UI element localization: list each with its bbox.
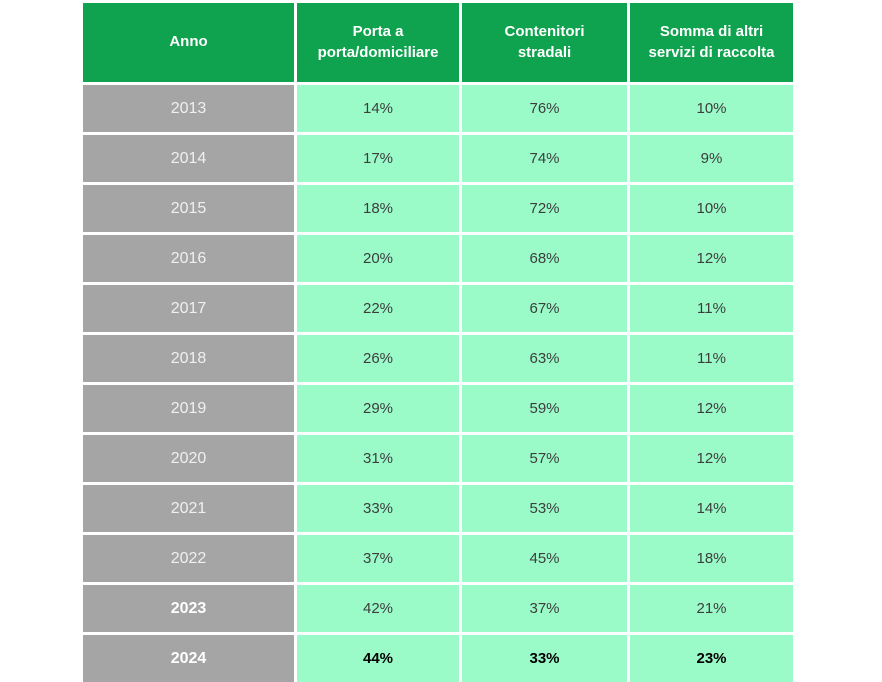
- value-cell: 11%: [630, 285, 793, 332]
- table-row: 2017 22% 67% 11%: [83, 285, 793, 332]
- value-cell: 14%: [630, 485, 793, 532]
- column-header-porta-a-porta: Porta a porta/domiciliare: [297, 3, 459, 82]
- value-cell: 57%: [462, 435, 627, 482]
- value-cell: 59%: [462, 385, 627, 432]
- value-cell: 67%: [462, 285, 627, 332]
- table-row: 2014 17% 74% 9%: [83, 135, 793, 182]
- value-cell: 45%: [462, 535, 627, 582]
- year-cell: 2013: [83, 85, 294, 132]
- value-cell: 10%: [630, 185, 793, 232]
- table-row: 2020 31% 57% 12%: [83, 435, 793, 482]
- value-cell: 33%: [297, 485, 459, 532]
- value-cell: 63%: [462, 335, 627, 382]
- column-header-line: Anno: [169, 33, 208, 51]
- year-cell: 2015: [83, 185, 294, 232]
- value-cell: 20%: [297, 235, 459, 282]
- value-cell: 12%: [630, 385, 793, 432]
- year-cell: 2020: [83, 435, 294, 482]
- value-cell: 11%: [630, 335, 793, 382]
- value-cell: 26%: [297, 335, 459, 382]
- value-cell: 18%: [630, 535, 793, 582]
- year-cell: 2021: [83, 485, 294, 532]
- year-cell: 2023: [83, 585, 294, 632]
- column-header-anno: Anno: [83, 3, 294, 82]
- waste-collection-table: Anno Porta a porta/domiciliare Contenitori s…: [80, 0, 796, 682]
- value-cell: 42%: [297, 585, 459, 632]
- header-row: Anno Porta a porta/domiciliare Contenitori s…: [83, 3, 793, 82]
- value-cell: 22%: [297, 285, 459, 332]
- value-cell: 17%: [297, 135, 459, 182]
- year-cell: 2017: [83, 285, 294, 332]
- table-row: 2021 33% 53% 14%: [83, 485, 793, 532]
- year-cell: 2014: [83, 135, 294, 182]
- column-header-line: Porta a: [352, 23, 404, 41]
- table-row: 2023 42% 37% 21%: [83, 585, 793, 632]
- value-cell: 37%: [297, 535, 459, 582]
- value-cell: 10%: [630, 85, 793, 132]
- value-cell: 14%: [297, 85, 459, 132]
- table-row: 2013 14% 76% 10%: [83, 85, 793, 132]
- year-cell: 2019: [83, 385, 294, 432]
- value-cell: 44%: [297, 635, 459, 682]
- column-header-altri-servizi: Somma di altri servizi di raccolta: [630, 3, 793, 82]
- value-cell: 53%: [462, 485, 627, 532]
- value-cell: 23%: [630, 635, 793, 682]
- value-cell: 12%: [630, 235, 793, 282]
- value-cell: 18%: [297, 185, 459, 232]
- value-cell: 9%: [630, 135, 793, 182]
- table-row: 2024 44% 33% 23%: [83, 635, 793, 682]
- table-body: 2013 14% 76% 10% 2014 17% 74% 9% 2015 18% 72% 10% 20…: [83, 85, 793, 682]
- value-cell: 72%: [462, 185, 627, 232]
- column-header-line: Somma di altri: [659, 23, 764, 41]
- value-cell: 29%: [297, 385, 459, 432]
- table-row: 2015 18% 72% 10%: [83, 185, 793, 232]
- table-row: 2022 37% 45% 18%: [83, 535, 793, 582]
- column-header-line: servizi di raccolta: [648, 43, 775, 61]
- table-header: Anno Porta a porta/domiciliare Contenitori s…: [83, 3, 793, 82]
- value-cell: 21%: [630, 585, 793, 632]
- value-cell: 12%: [630, 435, 793, 482]
- value-cell: 76%: [462, 85, 627, 132]
- year-cell: 2024: [83, 635, 294, 682]
- value-cell: 68%: [462, 235, 627, 282]
- value-cell: 31%: [297, 435, 459, 482]
- value-cell: 33%: [462, 635, 627, 682]
- year-cell: 2022: [83, 535, 294, 582]
- column-header-line: porta/domiciliare: [317, 43, 439, 61]
- column-header-line: Contenitori: [504, 23, 585, 41]
- table-row: 2016 20% 68% 12%: [83, 235, 793, 282]
- value-cell: 37%: [462, 585, 627, 632]
- column-header-line: stradali: [517, 43, 572, 61]
- column-header-contenitori-stradali: Contenitori stradali: [462, 3, 627, 82]
- table-row: 2018 26% 63% 11%: [83, 335, 793, 382]
- value-cell: 74%: [462, 135, 627, 182]
- year-cell: 2016: [83, 235, 294, 282]
- table-row: 2019 29% 59% 12%: [83, 385, 793, 432]
- year-cell: 2018: [83, 335, 294, 382]
